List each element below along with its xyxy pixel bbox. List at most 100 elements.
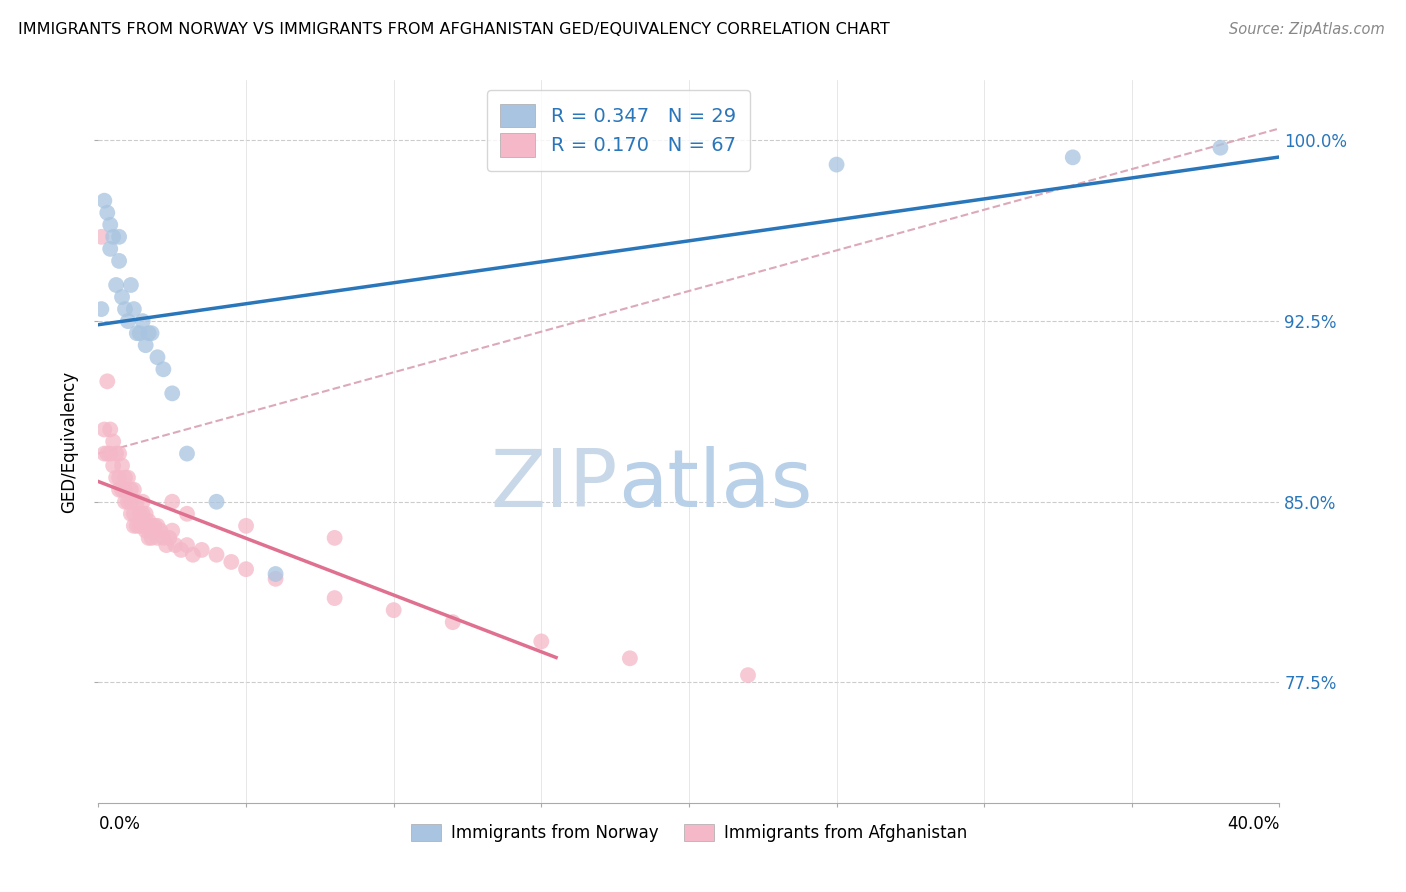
Point <box>117 314 139 328</box>
Point <box>117 470 139 484</box>
Point <box>221 555 243 569</box>
Point <box>96 205 118 219</box>
Point <box>90 301 112 316</box>
Text: atlas: atlas <box>619 446 813 524</box>
Point <box>141 326 163 340</box>
Point <box>98 423 121 437</box>
Point <box>93 423 115 437</box>
Point <box>138 531 160 545</box>
Point <box>170 542 193 557</box>
Point <box>132 518 155 533</box>
Point <box>128 507 150 521</box>
Point <box>111 483 134 497</box>
Text: ZIP: ZIP <box>491 446 619 524</box>
Point <box>125 494 148 508</box>
Point <box>108 230 131 244</box>
Point <box>737 668 759 682</box>
Point <box>96 446 118 460</box>
Point <box>323 531 346 545</box>
Point <box>125 518 148 533</box>
Point <box>132 314 155 328</box>
Point <box>103 458 125 473</box>
Point <box>135 524 157 538</box>
Point <box>441 615 464 629</box>
Point <box>825 157 848 171</box>
Point <box>120 507 142 521</box>
Point <box>264 567 287 582</box>
Point <box>141 531 163 545</box>
Point <box>108 253 131 268</box>
Point <box>125 326 148 340</box>
Text: 40.0%: 40.0% <box>1227 815 1279 833</box>
Point <box>1062 150 1084 164</box>
Point <box>135 507 157 521</box>
Point <box>122 518 145 533</box>
Y-axis label: GED/Equivalency: GED/Equivalency <box>60 370 79 513</box>
Point <box>181 548 204 562</box>
Point <box>108 483 131 497</box>
Point <box>98 218 121 232</box>
Point <box>128 518 150 533</box>
Point <box>176 446 198 460</box>
Point <box>105 446 128 460</box>
Point <box>114 470 136 484</box>
Point <box>103 434 125 449</box>
Text: IMMIGRANTS FROM NORWAY VS IMMIGRANTS FROM AFGHANISTAN GED/EQUIVALENCY CORRELATIO: IMMIGRANTS FROM NORWAY VS IMMIGRANTS FRO… <box>18 22 890 37</box>
Point <box>382 603 405 617</box>
Point <box>152 362 174 376</box>
Point <box>152 531 174 545</box>
Point <box>117 494 139 508</box>
Point <box>157 531 180 545</box>
Point <box>120 278 142 293</box>
Point <box>98 446 121 460</box>
Point <box>176 538 198 552</box>
Point <box>138 514 160 528</box>
Point <box>114 301 136 316</box>
Legend: Immigrants from Norway, Immigrants from Afghanistan: Immigrants from Norway, Immigrants from … <box>405 817 973 848</box>
Point <box>122 483 145 497</box>
Point <box>146 518 169 533</box>
Point <box>105 470 128 484</box>
Point <box>141 518 163 533</box>
Point <box>235 562 257 576</box>
Point <box>108 470 131 484</box>
Point <box>103 230 125 244</box>
Text: 0.0%: 0.0% <box>98 815 141 833</box>
Point <box>162 494 183 508</box>
Point <box>149 524 172 538</box>
Point <box>120 483 142 497</box>
Point <box>165 538 187 552</box>
Point <box>138 326 160 340</box>
Point <box>235 518 257 533</box>
Point <box>191 542 214 557</box>
Point <box>1209 141 1232 155</box>
Point <box>162 386 183 401</box>
Point <box>205 494 228 508</box>
Point <box>122 301 145 316</box>
Point <box>146 350 169 364</box>
Point <box>114 494 136 508</box>
Point <box>176 507 198 521</box>
Point <box>155 538 177 552</box>
Point <box>122 507 145 521</box>
Point <box>108 446 131 460</box>
Point <box>132 494 155 508</box>
Point <box>619 651 641 665</box>
Point <box>90 230 112 244</box>
Point <box>114 483 136 497</box>
Point <box>120 494 142 508</box>
Point <box>98 242 121 256</box>
Point <box>105 278 128 293</box>
Point <box>264 572 287 586</box>
Point <box>93 446 115 460</box>
Point <box>205 548 228 562</box>
Point <box>146 531 169 545</box>
Point <box>111 290 134 304</box>
Point <box>96 374 118 388</box>
Text: Source: ZipAtlas.com: Source: ZipAtlas.com <box>1229 22 1385 37</box>
Point <box>128 326 150 340</box>
Point <box>162 524 183 538</box>
Point <box>132 507 155 521</box>
Point <box>93 194 115 208</box>
Point <box>111 458 134 473</box>
